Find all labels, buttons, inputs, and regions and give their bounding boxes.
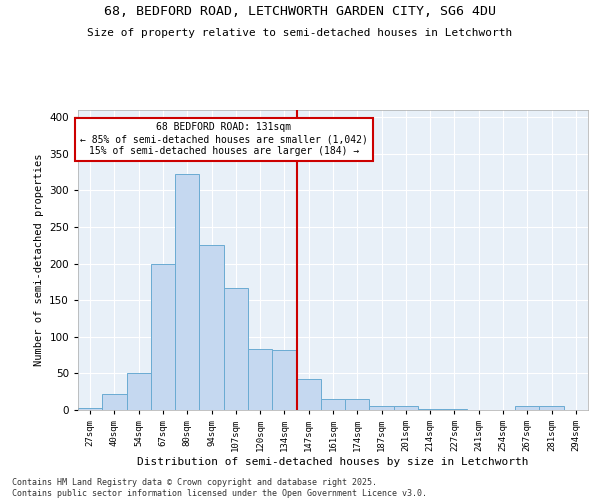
Bar bbox=[199, 246, 224, 410]
Bar bbox=[151, 264, 175, 410]
Bar bbox=[370, 406, 394, 410]
Text: Contains HM Land Registry data © Crown copyright and database right 2025.
Contai: Contains HM Land Registry data © Crown c… bbox=[12, 478, 427, 498]
Bar bbox=[224, 288, 248, 410]
Bar bbox=[515, 406, 539, 410]
Text: Size of property relative to semi-detached houses in Letchworth: Size of property relative to semi-detach… bbox=[88, 28, 512, 38]
Text: 68, BEDFORD ROAD, LETCHWORTH GARDEN CITY, SG6 4DU: 68, BEDFORD ROAD, LETCHWORTH GARDEN CITY… bbox=[104, 5, 496, 18]
Y-axis label: Number of semi-detached properties: Number of semi-detached properties bbox=[34, 154, 44, 366]
Bar bbox=[539, 406, 564, 410]
Bar bbox=[296, 380, 321, 410]
Bar bbox=[394, 406, 418, 410]
Bar bbox=[102, 394, 127, 410]
Bar bbox=[127, 374, 151, 410]
Bar bbox=[272, 350, 296, 410]
Bar bbox=[248, 350, 272, 410]
Bar bbox=[175, 174, 199, 410]
Text: 68 BEDFORD ROAD: 131sqm
← 85% of semi-detached houses are smaller (1,042)
15% of: 68 BEDFORD ROAD: 131sqm ← 85% of semi-de… bbox=[80, 122, 368, 156]
X-axis label: Distribution of semi-detached houses by size in Letchworth: Distribution of semi-detached houses by … bbox=[137, 457, 529, 467]
Bar bbox=[78, 408, 102, 410]
Bar bbox=[321, 399, 345, 410]
Bar bbox=[345, 399, 370, 410]
